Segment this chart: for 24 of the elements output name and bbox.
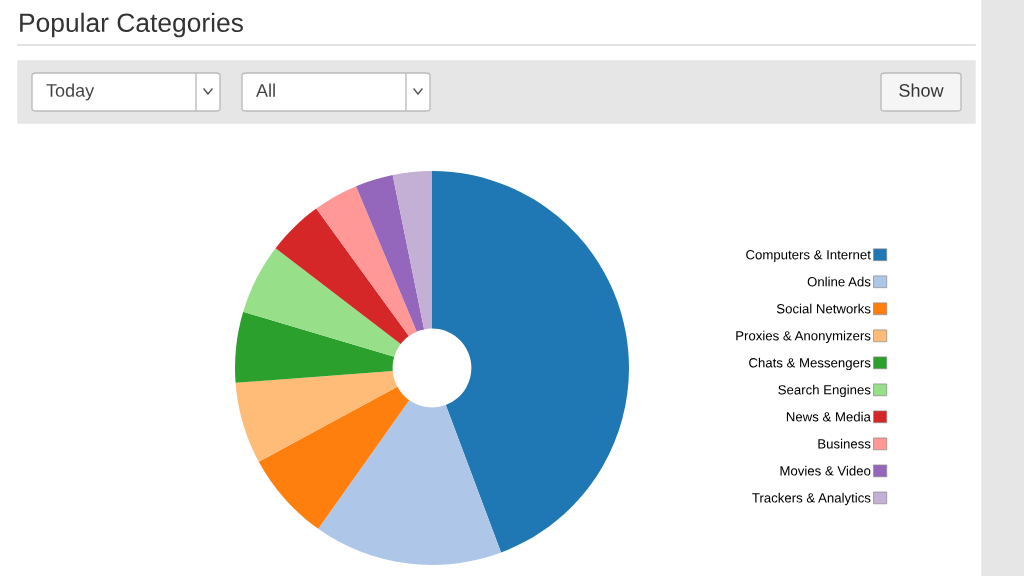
donut-slice bbox=[235, 370, 398, 462]
donut-slice bbox=[243, 248, 401, 357]
legend-label: Movies & Video bbox=[780, 465, 871, 476]
legend-label: Chats & Messengers bbox=[749, 357, 871, 371]
donut-slice bbox=[432, 171, 629, 553]
legend-label: News & Media bbox=[786, 411, 871, 422]
donut-slice bbox=[318, 400, 502, 565]
legend-label: Search Engines bbox=[778, 384, 871, 398]
text: Show bbox=[899, 83, 944, 97]
text: Today bbox=[46, 83, 95, 101]
legend-label: Trackers & Analytics bbox=[752, 492, 871, 506]
legend-label: Business bbox=[818, 438, 871, 449]
chart-title: Popular Categories bbox=[20, 12, 243, 38]
donut-slice bbox=[235, 311, 395, 383]
donut-slice bbox=[258, 386, 410, 529]
legend-label: Social Networks bbox=[776, 303, 871, 314]
donut-slice bbox=[392, 171, 432, 330]
donut-slice bbox=[356, 174, 425, 332]
legend-label: Computers & Internet bbox=[746, 250, 871, 263]
legend-label: Online Ads bbox=[807, 276, 871, 287]
text: All bbox=[256, 83, 275, 97]
donut-slice bbox=[275, 208, 409, 345]
legend-label: Proxies & Anonymizers bbox=[736, 330, 871, 344]
donut-slice bbox=[316, 186, 417, 337]
